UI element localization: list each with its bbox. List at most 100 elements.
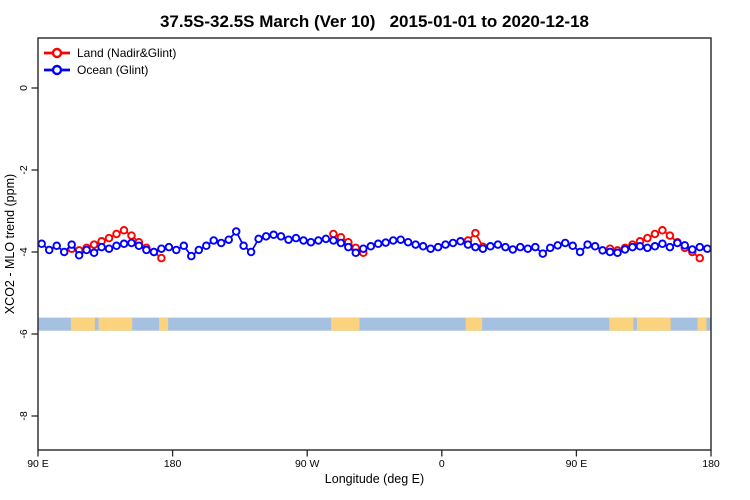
x-tick-label: 180 <box>164 458 182 470</box>
ocean-series-point <box>202 241 211 251</box>
y-tick-label: -4 <box>18 247 30 256</box>
ocean-series-point <box>531 242 540 252</box>
ocean-series-point <box>231 227 241 236</box>
ocean-series-point <box>119 239 129 249</box>
ocean-series-point <box>351 248 361 258</box>
ocean-series-point <box>82 245 91 255</box>
ocean-series-point <box>560 238 570 248</box>
ocean-series-point <box>261 232 271 241</box>
ocean-series-point <box>306 237 316 247</box>
ocean-series-point <box>74 251 84 260</box>
land-strip-patch <box>465 317 483 331</box>
ocean-series-point <box>665 242 675 252</box>
land-series-point <box>695 253 705 263</box>
land-series-point <box>650 229 660 239</box>
land-strip-patch <box>609 317 634 331</box>
chart-title: 37.5S-32.5S March (Ver 10) 2015-01-01 to… <box>160 12 589 31</box>
legend-ocean-label: Ocean (Glint) <box>77 63 148 77</box>
x-tick-label: 90 W <box>295 458 320 470</box>
land-series-point <box>119 226 129 235</box>
ocean-series-point <box>59 247 69 257</box>
legend-item-ocean: Ocean (Glint) <box>44 63 148 77</box>
ocean-series-point <box>194 245 204 255</box>
ocean-series-point <box>508 245 518 254</box>
land-series-point <box>112 229 121 239</box>
ocean-series-point <box>276 232 286 241</box>
ocean-series-point <box>688 245 697 254</box>
ocean-series-point <box>104 244 114 253</box>
y-tick-label: -6 <box>18 329 30 338</box>
ocean-series-point <box>605 247 615 257</box>
ocean-series-point <box>269 230 278 240</box>
ocean-series-point <box>366 242 376 251</box>
y-tick-label: -2 <box>18 165 30 174</box>
ocean-series-point <box>695 242 705 252</box>
land-series-point <box>658 226 667 235</box>
ocean-series-point <box>344 242 353 252</box>
ocean-series-point <box>673 238 682 248</box>
ocean-series-point <box>67 240 76 249</box>
ocean-series-point <box>643 243 652 253</box>
land-series-point <box>89 240 99 249</box>
ocean-series-point <box>568 241 577 251</box>
land-series-point <box>127 231 136 240</box>
ocean-series-point <box>164 242 174 252</box>
ocean-series-point <box>209 236 218 245</box>
land-strip-patch <box>697 317 707 331</box>
ocean-series-point <box>321 234 331 244</box>
ocean-series-point <box>89 248 99 258</box>
legend-ocean-circle-marker <box>51 64 63 76</box>
ocean-series-point <box>703 244 712 253</box>
ocean-series-point <box>112 241 121 251</box>
ocean-series-point <box>246 247 256 257</box>
ocean-series-point <box>471 242 480 252</box>
ocean-series-point <box>426 244 435 253</box>
y-tick-label: 0 <box>18 85 30 91</box>
ocean-series-point <box>254 234 263 244</box>
ocean-series-point <box>583 240 592 249</box>
x-tick-label: 90 E <box>566 458 588 470</box>
legend-item-land: Land (Nadir&Glint) <box>44 46 176 60</box>
ocean-series-point <box>628 242 637 252</box>
land-series-point <box>104 233 114 243</box>
ocean-series-point <box>299 236 308 245</box>
land-series-point <box>643 233 652 243</box>
ocean-series-point <box>381 238 390 247</box>
ocean-series-point <box>575 247 585 257</box>
ocean-series-point <box>493 240 503 249</box>
x-tick-label: 90 E <box>27 458 49 470</box>
ocean-series-point <box>52 241 61 251</box>
land-series-point <box>471 228 480 238</box>
land-strip-patch <box>98 317 133 331</box>
ocean-series-point <box>456 237 465 246</box>
ocean-series-point <box>650 242 660 251</box>
ocean-series-point <box>478 244 488 253</box>
ocean-series-point <box>284 235 293 244</box>
ocean-series-point <box>680 241 690 250</box>
y-tick-label: -8 <box>18 411 30 420</box>
legend: Land (Nadir&Glint) Ocean (Glint) <box>44 46 176 77</box>
legend-land-label: Land (Nadir&Glint) <box>77 46 176 60</box>
ocean-series-point <box>523 244 533 253</box>
ocean-series-point <box>516 242 525 252</box>
ocean-series-point <box>388 236 398 245</box>
x-axis-label: Longitude (deg E) <box>325 472 424 486</box>
ocean-series-point <box>411 240 420 249</box>
land-series-point <box>665 231 675 240</box>
ocean-series-point <box>329 236 338 245</box>
ocean-series-point <box>373 239 383 249</box>
land-strip-patch <box>636 317 671 331</box>
ocean-series-point <box>149 247 159 257</box>
ocean-series-point <box>359 244 368 253</box>
ocean-series-point <box>635 242 645 251</box>
land-series-point <box>157 253 166 263</box>
ocean-series-point <box>538 249 548 258</box>
ocean-series-point <box>396 235 405 244</box>
ocean-series-point <box>403 237 413 247</box>
ocean-series-point <box>598 246 607 255</box>
ocean-series-point <box>553 241 562 250</box>
plot-area: 90 E 180 90 W 0 90 E 180 0 -2 -4 -6 -8 <box>18 85 720 470</box>
ocean-series-point <box>172 245 181 255</box>
